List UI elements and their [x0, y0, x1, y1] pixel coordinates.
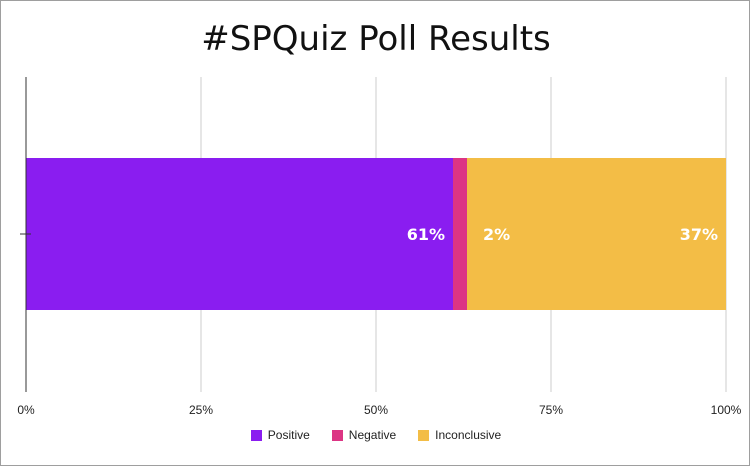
bar-segment-positive [26, 158, 453, 310]
legend-label-inconclusive: Inconclusive [435, 428, 502, 442]
x-tick-label: 0% [17, 403, 35, 417]
data-label-inconclusive: 37% [680, 225, 718, 244]
bar-segment-negative [453, 158, 467, 310]
legend-swatch-positive [250, 429, 262, 441]
legend-item-inconclusive[interactable]: Inconclusive [418, 428, 501, 442]
x-tick-label: 25% [189, 403, 213, 417]
bar-segment-inconclusive [467, 158, 726, 310]
x-tick-label: 75% [539, 403, 563, 417]
legend-swatch-negative [331, 429, 343, 441]
chart-title: #SPQuiz Poll Results [201, 19, 551, 59]
chart-legend: Positive Negative Inconclusive [1, 428, 750, 442]
legend-swatch-inconclusive [418, 429, 430, 441]
data-label-positive: 61% [407, 225, 445, 244]
legend-label-positive: Positive [267, 428, 310, 442]
legend-item-positive[interactable]: Positive [250, 428, 310, 442]
legend-label-negative: Negative [348, 428, 397, 442]
legend-item-negative[interactable]: Negative [331, 428, 397, 442]
x-tick-label: 50% [364, 403, 388, 417]
x-tick-label: 100% [711, 403, 742, 417]
data-label-negative: 2% [483, 225, 510, 244]
